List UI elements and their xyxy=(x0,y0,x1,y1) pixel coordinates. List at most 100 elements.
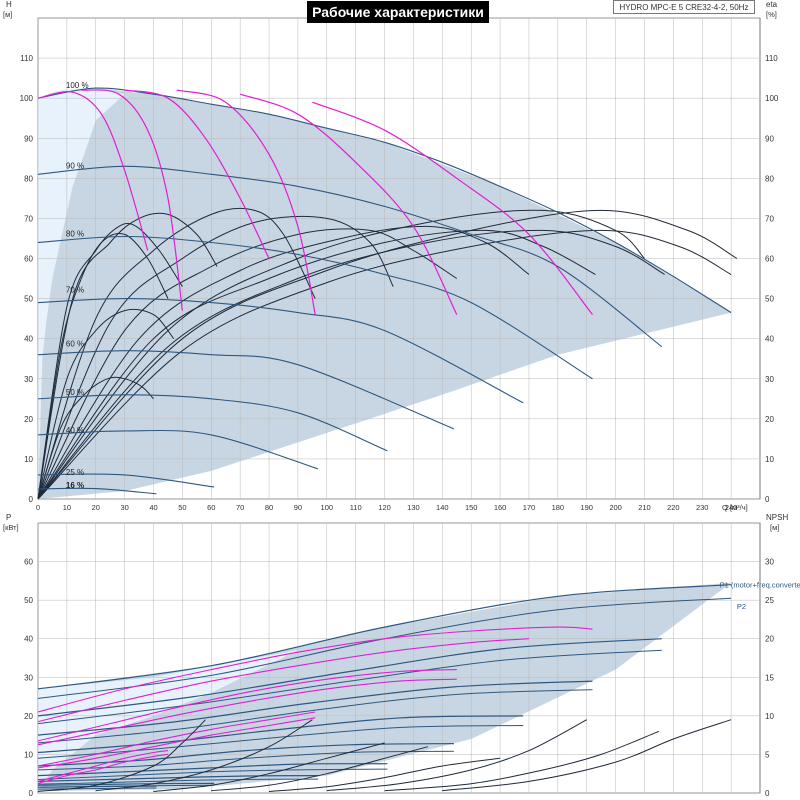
p2-curve xyxy=(37,649,662,725)
npsh-y-tick-label: 25 xyxy=(765,596,774,605)
eta-y-tick-label: 20 xyxy=(765,415,774,424)
npsh-curve xyxy=(211,746,429,792)
npsh-y-unit: [м] xyxy=(770,523,779,532)
eta-y-tick-label: 10 xyxy=(765,455,774,464)
flow-x-tick-label: 200 xyxy=(609,503,622,512)
power-y-tick-label: 10 xyxy=(24,750,33,759)
head-y-tick-label: 30 xyxy=(24,375,33,384)
speed-head-curve xyxy=(37,473,215,488)
p2-curve xyxy=(37,689,593,744)
speed-head-curve xyxy=(37,350,455,430)
npsh-curve xyxy=(442,719,732,792)
speed-head-curve xyxy=(37,298,524,404)
limit-curve xyxy=(176,89,316,315)
power-curves-layer xyxy=(37,584,732,792)
npsh-curve xyxy=(153,742,385,792)
head-speed-labels: 100 % 90 % 80 % 70 % 60 % 50 % 40 % 25 % 16 % xyxy=(66,81,89,490)
power-panel: 0 10 20 30 40 50 60 0 5 10 15 20 25 30 P [кВт] NPSH [… xyxy=(3,513,800,798)
flow-x-tick-label: 70 xyxy=(236,503,244,512)
flow-x-tick-label: 60 xyxy=(207,503,215,512)
head-y-tick-label: 20 xyxy=(24,415,33,424)
efficiency-curve xyxy=(37,225,530,500)
eta-y-tick-label: 0 xyxy=(765,495,770,504)
power-limit-curve xyxy=(37,678,457,746)
efficiency-curve xyxy=(37,222,183,500)
flow-x-tick-label: 180 xyxy=(552,503,565,512)
flow-x-tick-label: 110 xyxy=(350,503,362,512)
speed-head-curve xyxy=(37,394,388,452)
efficiency-curve xyxy=(37,228,458,500)
power-y-tick-label: 60 xyxy=(24,558,33,567)
eta-y-unit: [%] xyxy=(766,10,777,19)
flow-x-tick-label: 240 xyxy=(725,503,738,512)
efficiency-curve xyxy=(37,212,218,500)
head-y-tick-label: 40 xyxy=(24,335,33,344)
power-ticks: 0 10 20 30 40 50 60 0 5 10 15 20 25 30 xyxy=(24,558,774,798)
limit-curve xyxy=(240,93,458,315)
p1-curve xyxy=(37,584,732,690)
head-y-unit: [м] xyxy=(3,10,12,19)
p1-curve xyxy=(37,775,319,782)
power-limit-curve xyxy=(37,753,169,784)
efficiency-curve xyxy=(37,308,175,500)
efficiency-curve xyxy=(37,229,596,500)
flow-x-tick-label: 190 xyxy=(580,503,593,512)
power-y-label: P xyxy=(6,513,11,522)
npsh-y-tick-label: 0 xyxy=(765,789,770,798)
flow-x-tick-label: 210 xyxy=(638,503,651,512)
limit-curve xyxy=(312,101,593,315)
flow-x-label: Q [м³/ч] xyxy=(722,503,748,512)
p1-curve xyxy=(37,715,524,754)
p2-series-label: P2 xyxy=(737,602,746,611)
speed-label: 50 % xyxy=(66,388,84,397)
p2-curve xyxy=(37,725,524,759)
flow-x-tick-label: 0 xyxy=(36,503,40,512)
efficiency-curve xyxy=(37,229,665,500)
speed-head-curve xyxy=(37,429,319,470)
eta-y-tick-label: 80 xyxy=(765,174,774,183)
speed-label: 25 % xyxy=(66,468,84,477)
flow-x-tick-label: 150 xyxy=(465,503,478,512)
npsh-curve xyxy=(384,730,660,792)
speed-label: 60 % xyxy=(66,340,84,349)
flow-x-tick-label: 140 xyxy=(436,503,449,512)
npsh-y-tick-label: 30 xyxy=(765,558,774,567)
head-y-tick-label: 70 xyxy=(24,214,33,223)
eta-y-label: eta xyxy=(766,0,778,9)
power-limit-curve xyxy=(37,638,530,723)
p2-curve xyxy=(37,787,157,790)
chart-title: Рабочие характеристики xyxy=(307,1,489,23)
power-limit-curve xyxy=(37,626,593,713)
speed-label: 90 % xyxy=(66,161,84,170)
npsh-curve xyxy=(95,719,313,792)
speed-label: 40 % xyxy=(66,426,84,435)
power-y-unit: [кВт] xyxy=(3,523,19,532)
speed-label: 80 % xyxy=(66,229,84,238)
power-y-tick-label: 20 xyxy=(24,712,33,721)
eta-y-tick-label: 70 xyxy=(765,214,774,223)
power-y-tick-label: 30 xyxy=(24,673,33,682)
flow-x-tick-label: 10 xyxy=(63,503,71,512)
flow-x-tick-label: 80 xyxy=(265,503,273,512)
head-y-tick-label: 60 xyxy=(24,255,33,264)
flow-x-tick-label: 120 xyxy=(378,503,391,512)
head-y-tick-label: 10 xyxy=(24,455,33,464)
eta-y-tick-label: 60 xyxy=(765,255,774,264)
flow-x-tick-label: 220 xyxy=(667,503,680,512)
npsh-y-tick-label: 20 xyxy=(765,635,774,644)
efficiency-curve xyxy=(37,209,645,500)
head-y-tick-label: 110 xyxy=(20,54,33,63)
flow-x-tick-label: 40 xyxy=(149,503,157,512)
speed-label: 100 % xyxy=(66,81,89,90)
efficiency-curve xyxy=(37,233,169,500)
power-y-tick-label: 50 xyxy=(24,596,33,605)
flow-x-tick-label: 130 xyxy=(407,503,420,512)
npsh-curve xyxy=(326,719,587,792)
power-grid xyxy=(37,522,760,794)
power-light-region xyxy=(38,650,298,792)
speed-label: 16 % xyxy=(66,481,84,490)
npsh-y-tick-label: 5 xyxy=(765,750,770,759)
head-curves-layer xyxy=(37,87,738,500)
